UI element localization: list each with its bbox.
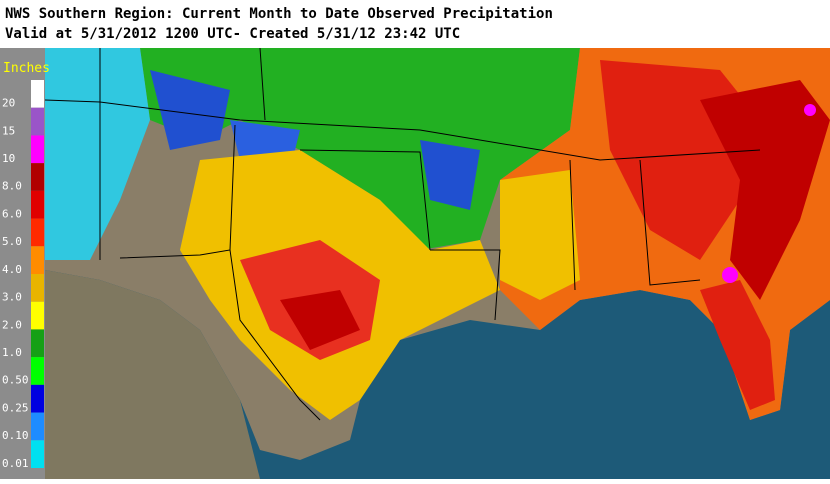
legend: Inches 20 15 10 8.0 6.0 5.0 4.0 3.0 2.0 1.0 0.50 0.… <box>0 48 50 479</box>
legend-swatch <box>31 80 44 108</box>
legend-label: 20 <box>2 97 15 110</box>
legend-swatch <box>31 218 44 247</box>
legend-swatch <box>31 274 44 302</box>
legend-swatch <box>31 301 44 330</box>
legend-label: 6.0 <box>2 207 22 220</box>
legend-label: 8.0 <box>2 180 22 193</box>
title: NWS Southern Region: Current Month to Da… <box>5 6 553 22</box>
legend-label: 2.0 <box>2 318 22 331</box>
legend-swatch <box>31 412 44 441</box>
subtitle: Valid at 5/31/2012 1200 UTC- Created 5/3… <box>5 26 460 42</box>
legend-swatch <box>31 163 44 191</box>
legend-swatch <box>31 190 44 219</box>
header-bg <box>0 0 830 48</box>
legend-swatch <box>31 135 44 164</box>
legend-swatch <box>31 357 44 385</box>
legend-label: 0.25 <box>2 401 29 414</box>
legend-label: 1.0 <box>2 346 22 359</box>
legend-label: 0.10 <box>2 429 29 442</box>
legend-label: 5.0 <box>2 235 22 248</box>
legend-swatch <box>31 440 44 468</box>
legend-swatch <box>31 384 44 413</box>
map <box>44 47 830 479</box>
legend-swatch <box>31 246 44 274</box>
legend-label: 3.0 <box>2 291 22 304</box>
legend-swatch <box>31 329 44 358</box>
legend-label: 15 <box>2 124 15 137</box>
legend-title: Inches <box>3 61 50 76</box>
legend-label: 4.0 <box>2 263 22 276</box>
legend-label: 0.50 <box>2 374 29 387</box>
legend-swatch <box>31 107 44 136</box>
legend-label: 0.01 <box>2 457 29 470</box>
legend-label: 10 <box>2 152 15 165</box>
